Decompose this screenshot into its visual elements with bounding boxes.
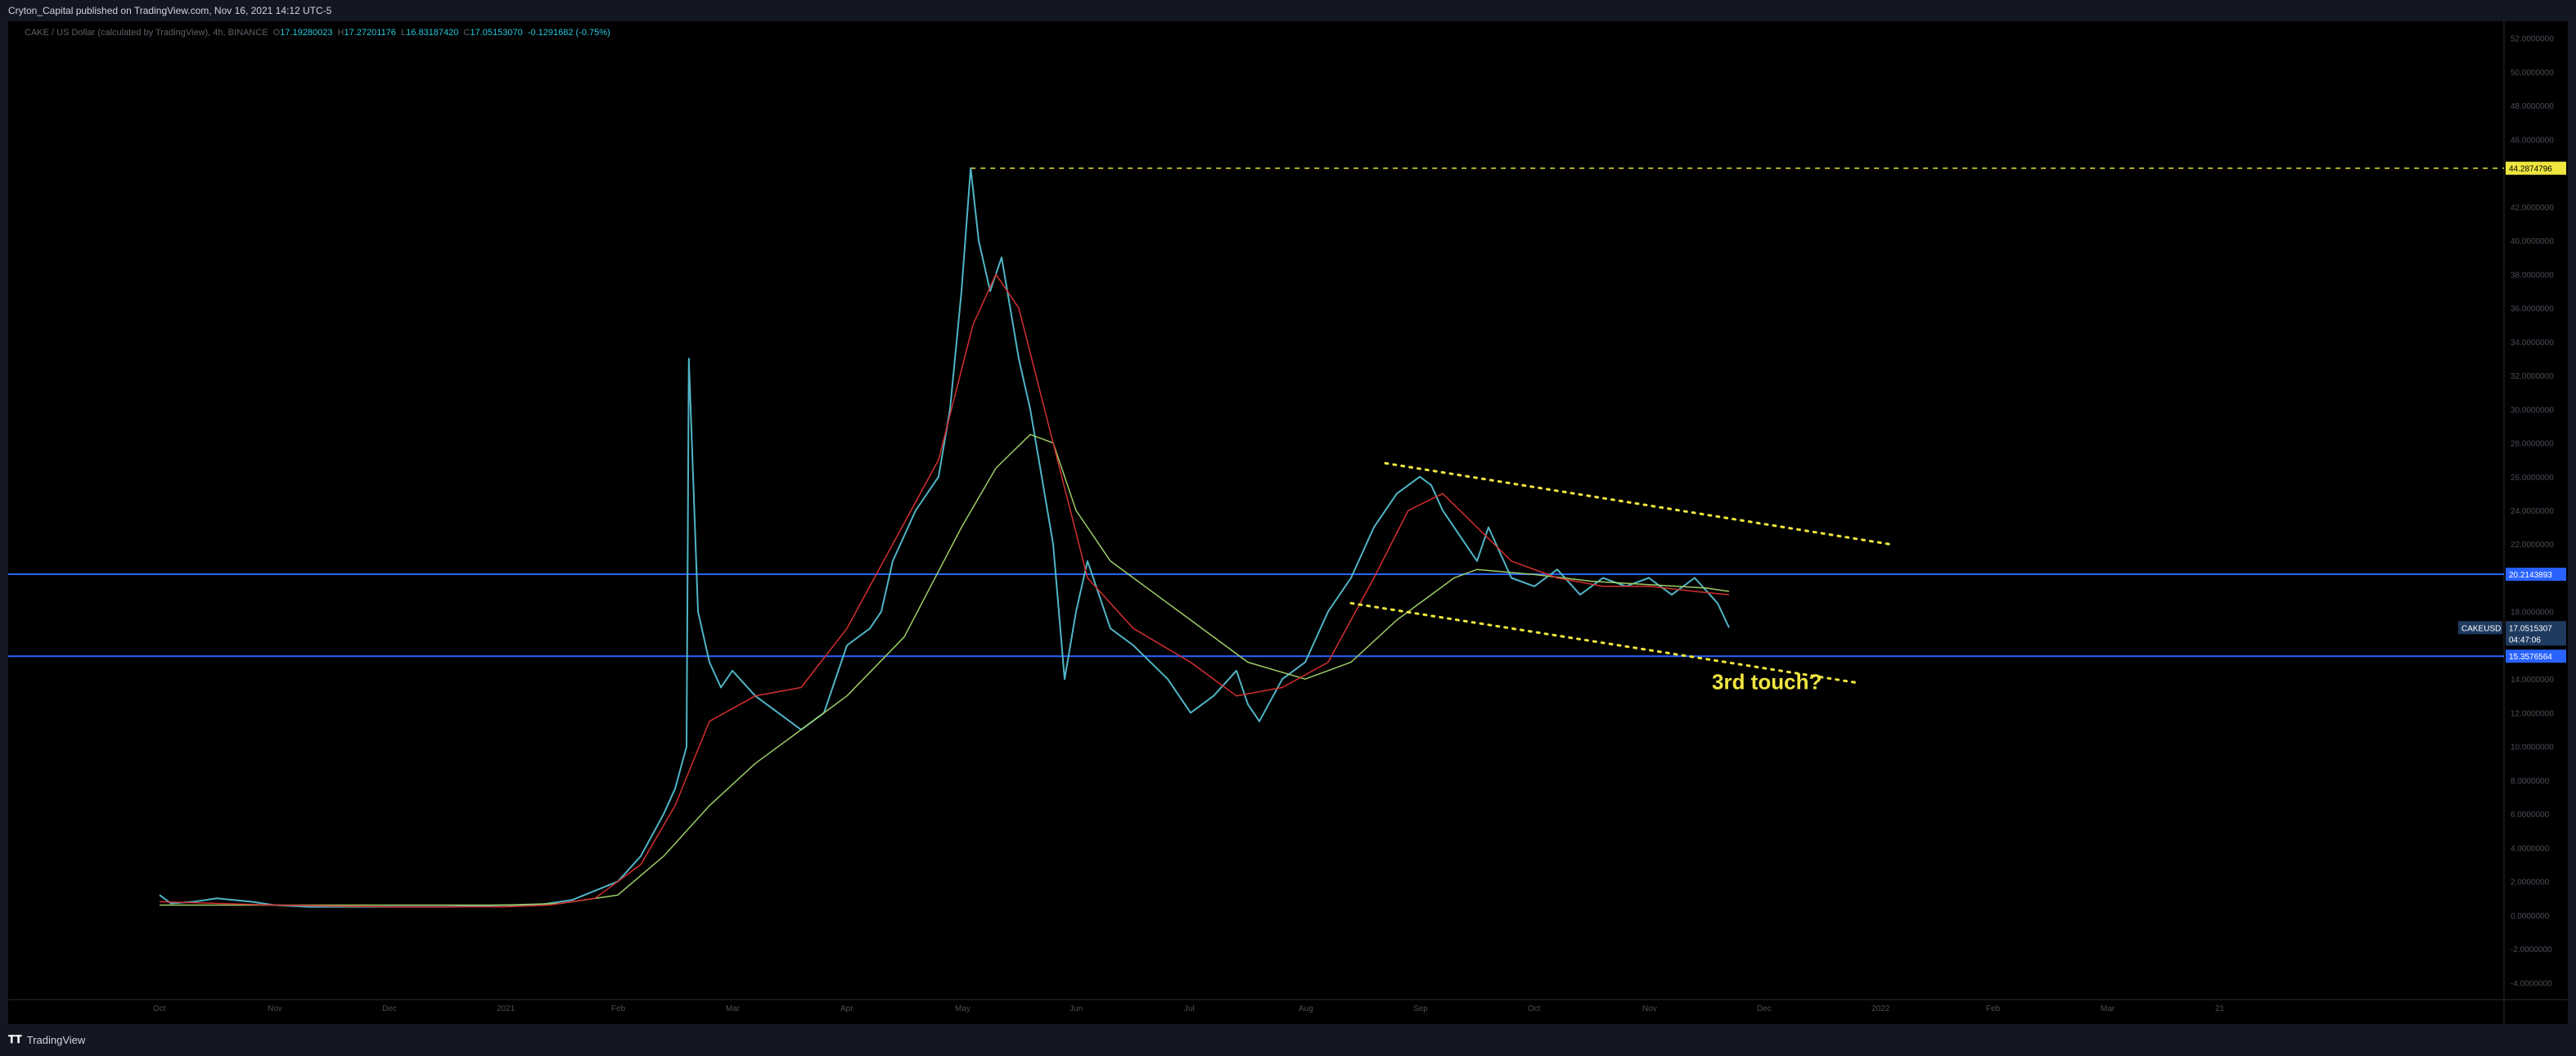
y-tick-label: 10.0000000 xyxy=(2511,744,2554,753)
y-tick-label: 40.0000000 xyxy=(2511,237,2554,246)
y-tick-label: -4.0000000 xyxy=(2511,979,2552,988)
x-tick-label: Mar xyxy=(726,1004,741,1013)
tradingview-logo-icon: 𝐓𝐓 xyxy=(8,1033,22,1045)
last-price-tag xyxy=(2506,621,2566,646)
ath-price-label: 44.2874796 xyxy=(2509,165,2552,174)
x-tick-label: Sep xyxy=(1413,1004,1428,1013)
y-tick-label: 18.0000000 xyxy=(2511,609,2554,618)
y-tick-label: 8.0000000 xyxy=(2511,777,2550,786)
y-tick-label: 38.0000000 xyxy=(2511,271,2554,280)
x-tick-label: Nov xyxy=(1642,1004,1657,1013)
x-tick-label: Apr xyxy=(840,1004,853,1013)
y-tick-label: 34.0000000 xyxy=(2511,339,2554,348)
y-tick-label: 12.0000000 xyxy=(2511,709,2554,718)
ema-slow-line xyxy=(160,434,1730,906)
y-tick-label: 0.0000000 xyxy=(2511,912,2550,921)
y-tick-label: 28.0000000 xyxy=(2511,440,2554,449)
level-price-tag xyxy=(2506,649,2566,663)
y-tick-label: 46.0000000 xyxy=(2511,136,2554,145)
y-tick-label: 2.0000000 xyxy=(2511,879,2550,887)
open-value: 17.19280023 xyxy=(280,28,333,38)
chart-frame[interactable]: 52.0000000 50.0000000 48.0000000 46.0000000… xyxy=(8,21,2568,1024)
countdown-label: 04:47:06 xyxy=(2509,636,2541,645)
x-tick-label: Dec xyxy=(1757,1004,1772,1013)
y-tick-label: -2.0000000 xyxy=(2511,946,2552,955)
x-tick-label: 21 xyxy=(2215,1004,2225,1013)
y-tick-label: 24.0000000 xyxy=(2511,507,2554,516)
x-tick-label: Oct xyxy=(153,1004,166,1013)
symbol-tag-label: CAKEUSD xyxy=(2461,624,2501,633)
x-tick-label: 2021 xyxy=(497,1004,516,1013)
y-tick-label: 50.0000000 xyxy=(2511,69,2554,78)
x-tick-label: Aug xyxy=(1299,1004,1313,1013)
level-price-label: 15.3576564 xyxy=(2509,653,2552,662)
tradingview-brand[interactable]: 𝐓𝐓 TradingView xyxy=(8,1033,85,1046)
x-tick-label: Feb xyxy=(611,1004,626,1013)
level-price-label: 20.2143893 xyxy=(2509,571,2552,580)
price-chart[interactable]: 52.0000000 50.0000000 48.0000000 46.0000000… xyxy=(8,21,2568,1024)
ath-price-tag xyxy=(2506,161,2566,175)
x-tick-label: Oct xyxy=(1528,1004,1541,1013)
price-series-line xyxy=(159,167,1730,908)
y-tick-label: 52.0000000 xyxy=(2511,35,2554,44)
x-tick-label: Nov xyxy=(268,1004,282,1013)
y-tick-label: 22.0000000 xyxy=(2511,541,2554,550)
y-tick-label: 36.0000000 xyxy=(2511,305,2554,314)
y-tick-label: 4.0000000 xyxy=(2511,844,2550,853)
level-price-tag xyxy=(2506,568,2566,582)
y-tick-label: 42.0000000 xyxy=(2511,204,2554,213)
x-tick-label: May xyxy=(955,1004,971,1013)
high-value: 17.27201176 xyxy=(344,28,396,38)
x-tick-label: Dec xyxy=(382,1004,397,1013)
y-tick-label: 48.0000000 xyxy=(2511,102,2554,111)
x-tick-label: Mar xyxy=(2101,1004,2115,1013)
trendline xyxy=(1349,601,1857,684)
x-tick-label: 2022 xyxy=(1871,1004,1890,1013)
y-tick-label: 14.0000000 xyxy=(2511,676,2554,685)
publish-header: Cryton_Capital published on TradingView.… xyxy=(0,0,2576,21)
low-value: 16.83187420 xyxy=(406,28,459,38)
y-tick-label: 32.0000000 xyxy=(2511,372,2554,381)
x-tick-label: Feb xyxy=(1986,1004,2001,1013)
y-tick-label: 6.0000000 xyxy=(2511,811,2550,820)
change-value: -0.1291682 (-0.75%) xyxy=(527,28,610,38)
trendline xyxy=(1384,461,1891,546)
y-tick-label: 26.0000000 xyxy=(2511,474,2554,483)
annotation-text: 3rd touch? xyxy=(1712,670,1822,694)
symbol-legend: CAKE / US Dollar (calculated by TradingV… xyxy=(25,28,610,38)
last-price-label: 17.0515307 xyxy=(2509,624,2552,633)
symbol-name: CAKE / US Dollar (calculated by TradingV… xyxy=(25,28,268,38)
close-value: 17.05153070 xyxy=(470,28,523,38)
footer-bar: 𝐓𝐓 TradingView xyxy=(0,1024,2576,1056)
brand-name: TradingView xyxy=(26,1033,86,1046)
x-tick-label: Jun xyxy=(1070,1004,1083,1013)
x-tick-label: Jul xyxy=(1184,1004,1195,1013)
publish-info: Cryton_Capital published on TradingView.… xyxy=(8,5,332,16)
y-tick-label: 30.0000000 xyxy=(2511,406,2554,415)
symbol-tag-bg xyxy=(2458,621,2502,635)
ema-fast-line xyxy=(159,273,1730,908)
